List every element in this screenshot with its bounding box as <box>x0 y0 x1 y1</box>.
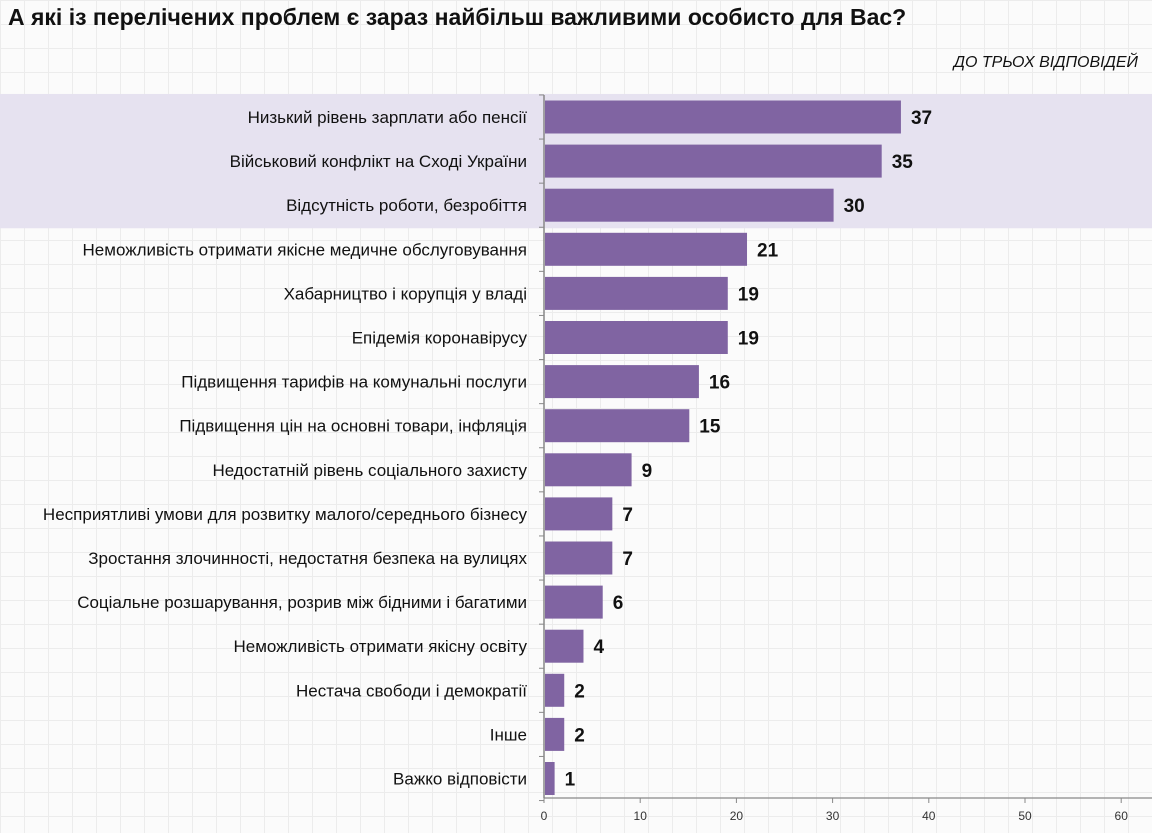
category-label: Інше <box>490 725 527 744</box>
x-tick-label: 40 <box>922 809 936 823</box>
category-label: Військовий конфлікт на Сході України <box>230 152 527 171</box>
value-label: 35 <box>892 152 914 173</box>
value-label: 37 <box>911 108 932 129</box>
bar <box>545 673 565 707</box>
value-label: 2 <box>574 681 585 702</box>
value-label: 19 <box>738 329 759 350</box>
bar <box>545 321 728 354</box>
x-tick-label: 10 <box>634 809 648 823</box>
chart-subtitle: ДО ТРЬОХ ВІДПОВІДЕЙ <box>953 54 1138 71</box>
value-label: 30 <box>844 196 865 217</box>
category-label: Несприятливі умови для розвитку малого/с… <box>43 505 528 524</box>
category-label: Епідемія коронавірусу <box>352 329 528 348</box>
category-label: Зростання злочинності, недостатня безпек… <box>88 549 527 568</box>
bar <box>545 762 555 795</box>
x-tick-label: 0 <box>541 809 548 823</box>
value-label: 21 <box>757 240 779 261</box>
chart-title: А які із перелічених проблем є зараз най… <box>8 4 907 30</box>
category-label: Підвищення тарифів на комунальні послуги <box>181 373 527 392</box>
bar <box>545 144 882 178</box>
value-label: 19 <box>738 284 759 305</box>
value-label: 15 <box>699 417 721 438</box>
x-tick-label: 30 <box>826 809 840 823</box>
category-label: Хабарництво і корупція у владі <box>284 284 527 303</box>
value-label: 16 <box>709 373 730 394</box>
bar <box>545 453 632 487</box>
category-label: Нестача свободи і демократії <box>296 681 527 700</box>
category-label: Відсутність роботи, безробіття <box>286 196 527 215</box>
value-label: 7 <box>622 549 633 570</box>
category-label: Низький рівень зарплати або пенсії <box>248 108 528 127</box>
bar <box>545 409 690 443</box>
bar <box>545 497 613 531</box>
bar <box>545 232 748 266</box>
x-tick-label: 50 <box>1018 809 1032 823</box>
value-label: 9 <box>642 461 653 482</box>
category-label: Соціальне розшарування, розрив між бідни… <box>77 593 527 612</box>
x-tick-label: 60 <box>1115 809 1129 823</box>
value-label: 4 <box>593 637 604 658</box>
bar <box>545 541 613 575</box>
value-label: 7 <box>622 505 633 526</box>
bar <box>545 188 834 222</box>
bar <box>545 276 728 310</box>
category-label: Неможливість отримати якісне медичне обс… <box>83 240 527 259</box>
category-label: Недостатній рівень соціального захисту <box>212 461 527 480</box>
value-label: 2 <box>574 725 585 746</box>
value-label: 6 <box>613 593 624 614</box>
bar <box>545 717 565 751</box>
category-label: Важко відповісти <box>393 770 527 789</box>
category-label: Неможливість отримати якісну освіту <box>233 637 527 656</box>
x-tick-label: 20 <box>730 809 744 823</box>
value-label: 1 <box>565 770 576 791</box>
bar <box>545 585 603 619</box>
bar <box>545 629 584 663</box>
category-label: Підвищення цін на основні товари, інфляц… <box>179 417 527 436</box>
bar <box>545 100 901 134</box>
bar <box>545 365 699 399</box>
